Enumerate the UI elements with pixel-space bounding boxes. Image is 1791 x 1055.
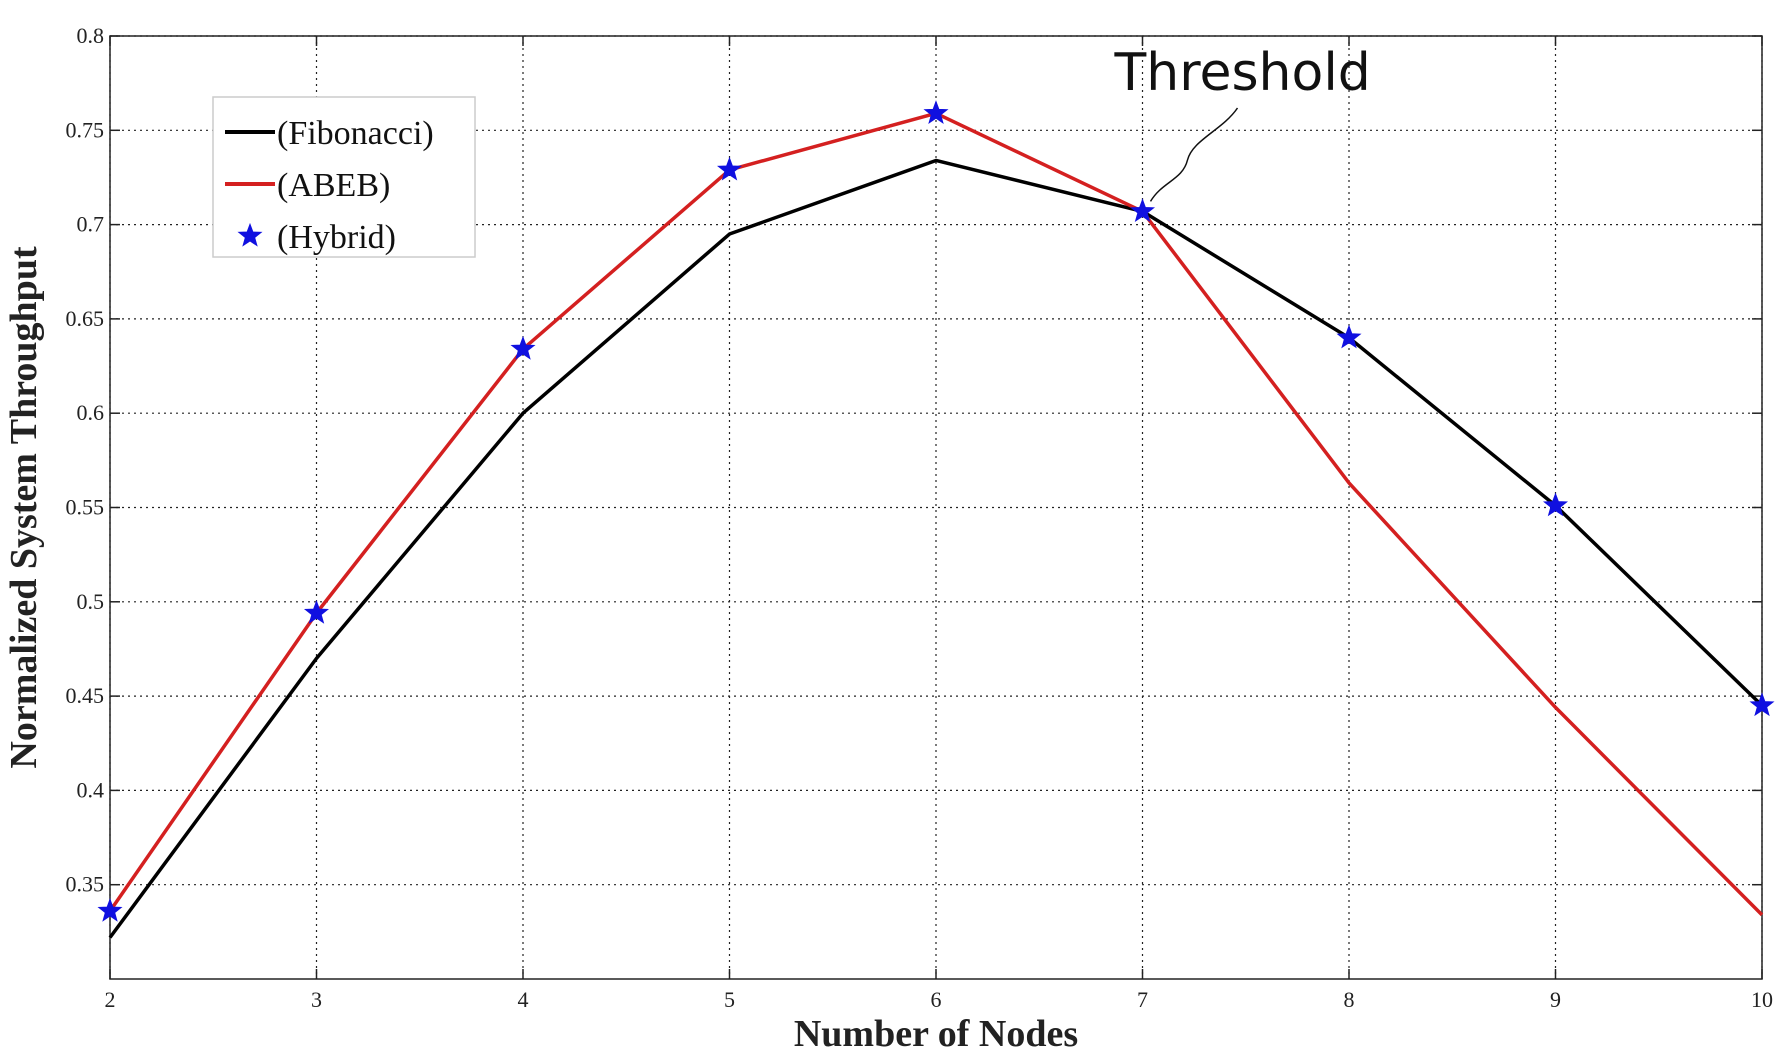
y-tick-label: 0.6 bbox=[77, 400, 105, 425]
x-tick-label: 8 bbox=[1344, 987, 1355, 1012]
y-tick-label: 0.8 bbox=[77, 23, 105, 48]
y-tick-label: 0.75 bbox=[66, 117, 105, 142]
y-tick-label: 0.7 bbox=[77, 212, 105, 237]
legend-entry-label: (Fibonacci) bbox=[277, 115, 434, 152]
legend-entry-label: (ABEB) bbox=[277, 167, 390, 204]
x-tick-label: 5 bbox=[724, 987, 735, 1012]
x-tick-label: 4 bbox=[518, 987, 529, 1012]
y-tick-label: 0.65 bbox=[66, 306, 105, 331]
x-tick-label: 3 bbox=[311, 987, 322, 1012]
legend: (Fibonacci) (ABEB) (Hybrid) bbox=[213, 97, 475, 257]
x-axis-title: Number of Nodes bbox=[794, 1013, 1078, 1055]
y-tick-label: 0.5 bbox=[77, 589, 105, 614]
x-tick-label: 7 bbox=[1137, 987, 1148, 1012]
x-tick-label: 2 bbox=[105, 987, 116, 1012]
y-tick-label: 0.4 bbox=[77, 777, 105, 802]
y-tick-label: 0.45 bbox=[66, 683, 105, 708]
legend-entry-label: (Hybrid) bbox=[277, 219, 396, 256]
y-axis-title: Normalized System Throughput bbox=[3, 246, 45, 769]
x-tick-label: 6 bbox=[931, 987, 942, 1012]
x-tick-label: 10 bbox=[1751, 987, 1773, 1012]
y-tick-label: 0.55 bbox=[66, 495, 105, 520]
y-tick-label: 0.35 bbox=[66, 872, 105, 897]
annotation-label: Threshold bbox=[1114, 43, 1371, 103]
x-tick-label: 9 bbox=[1550, 987, 1561, 1012]
